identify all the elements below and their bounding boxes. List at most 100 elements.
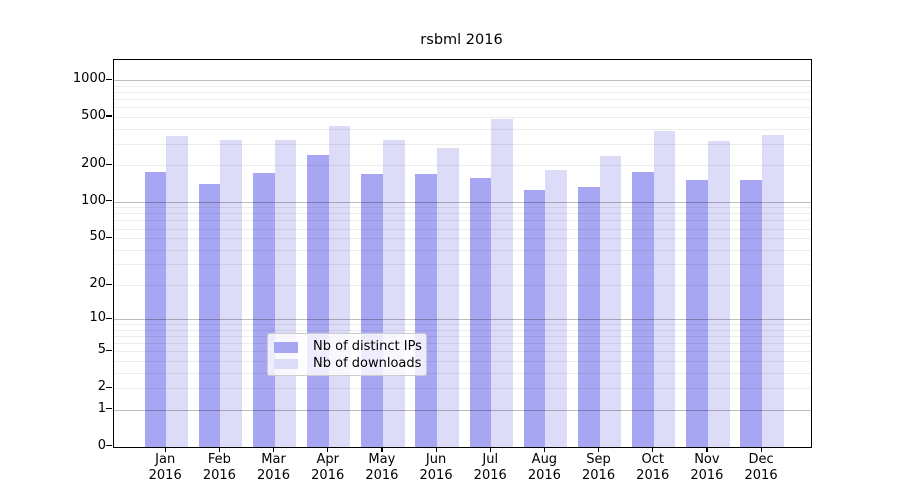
gridline-minor (114, 264, 811, 266)
x-tick-month: Oct (641, 452, 664, 467)
gridline-minor (114, 249, 811, 251)
gridline-minor (114, 336, 811, 338)
x-tick-year: 2016 (365, 467, 399, 483)
x-tick-year: 2016 (473, 467, 507, 483)
x-tick-month: Jan (155, 452, 176, 467)
gridline-major (114, 80, 811, 82)
bar-downloads (707, 140, 730, 447)
x-tick-mark (598, 447, 600, 452)
x-tick-mark (381, 447, 383, 452)
y-tick-label: 500 (81, 107, 106, 123)
gridline-minor (114, 128, 811, 130)
gridline-minor (114, 388, 811, 390)
bar-downloads (274, 139, 297, 447)
x-tick-month: Apr (316, 452, 339, 467)
gridline-minor (114, 361, 811, 363)
bar-downloads (166, 136, 188, 447)
gridline-minor (114, 85, 811, 87)
x-tick-mark (273, 447, 275, 452)
x-tick-year: 2016 (311, 467, 345, 483)
gridline-minor (114, 351, 811, 353)
gridline-minor (114, 165, 811, 167)
gridline-minor (114, 372, 811, 374)
y-tick-mark (106, 163, 112, 165)
y-tick-label: 10 (89, 310, 106, 326)
y-tick-mark (106, 236, 112, 238)
legend-item-distinct-ips: Nb of distinct IPs (268, 339, 426, 355)
x-tick-month: Sep (586, 452, 611, 467)
x-tick-year: 2016 (582, 467, 616, 483)
x-tick-year: 2016 (690, 467, 724, 483)
bar-downloads (437, 147, 459, 447)
gridline-minor (114, 238, 811, 239)
x-tick-label: Nov 2016 (677, 452, 737, 483)
x-tick-label: Jan 2016 (135, 452, 195, 483)
x-tick-label: Aug 2016 (514, 452, 574, 483)
x-tick-mark (327, 447, 329, 452)
y-tick-label: 200 (81, 156, 106, 172)
y-tick-label: 0 (97, 437, 106, 453)
y-tick-mark (106, 445, 112, 447)
x-tick-label: May 2016 (352, 452, 412, 483)
chart-title: rsbml 2016 (420, 32, 503, 48)
x-tick-label: Jun 2016 (406, 452, 466, 483)
bar-downloads (491, 119, 513, 447)
gridline-minor (114, 213, 811, 215)
x-tick-year: 2016 (148, 467, 182, 483)
bar-distinct-ips (523, 190, 546, 447)
x-tick-label: Feb 2016 (189, 452, 249, 483)
bar-distinct-ips (144, 172, 167, 447)
x-tick-label: Mar 2016 (244, 452, 304, 483)
bar-downloads (545, 170, 568, 447)
y-tick-mark (106, 317, 112, 320)
gridline-minor (114, 116, 811, 118)
gridline-minor (114, 220, 811, 222)
bar-downloads (653, 131, 676, 447)
x-tick-label: Sep 2016 (569, 452, 629, 483)
gridline-minor (114, 107, 811, 109)
x-tick-year: 2016 (527, 467, 561, 483)
gridline-minor (114, 324, 811, 326)
bar-distinct-ips (632, 172, 654, 447)
x-tick-year: 2016 (744, 467, 778, 483)
y-tick-mark (106, 386, 112, 388)
x-tick-month: Feb (207, 452, 231, 467)
y-tick-label: 2 (97, 379, 106, 395)
x-tick-mark (164, 447, 166, 452)
bar-downloads (220, 139, 243, 447)
y-tick-label: 20 (89, 276, 106, 292)
bar-distinct-ips (307, 154, 329, 447)
y-tick-mark (106, 349, 112, 352)
x-tick-year: 2016 (256, 467, 291, 483)
gridline-minor (114, 207, 811, 209)
plot-area (113, 59, 812, 448)
legend-item-downloads: Nb of downloads (268, 356, 426, 372)
y-tick-mark (106, 408, 112, 410)
legend: Nb of distinct IPs Nb of downloads (267, 333, 427, 376)
bar-downloads (328, 125, 351, 447)
legend-swatch-downloads (274, 358, 298, 369)
x-tick-mark (543, 447, 546, 452)
x-tick-month: Mar (261, 452, 286, 467)
y-tick-label: 50 (89, 229, 106, 244)
x-tick-mark (489, 447, 491, 452)
bar-downloads (599, 155, 622, 447)
y-tick-mark (106, 200, 112, 202)
x-tick-mark (706, 447, 708, 452)
y-tick-label: 100 (81, 192, 106, 208)
legend-swatch-distinct-ips (274, 342, 298, 353)
bar-distinct-ips (361, 173, 383, 447)
bar-downloads (762, 135, 784, 447)
bar-distinct-ips (469, 178, 492, 447)
gridline-minor (114, 285, 811, 287)
gridline-minor (114, 343, 811, 345)
y-tick-mark (106, 78, 112, 80)
y-tick-label: 1 (97, 400, 106, 416)
y-tick-label: 5 (97, 342, 106, 358)
y-tick-mark (106, 115, 112, 117)
x-tick-month: Dec (748, 452, 774, 467)
x-tick-mark (218, 447, 221, 452)
x-tick-month: May (368, 452, 396, 467)
y-tick-mark (106, 283, 112, 285)
